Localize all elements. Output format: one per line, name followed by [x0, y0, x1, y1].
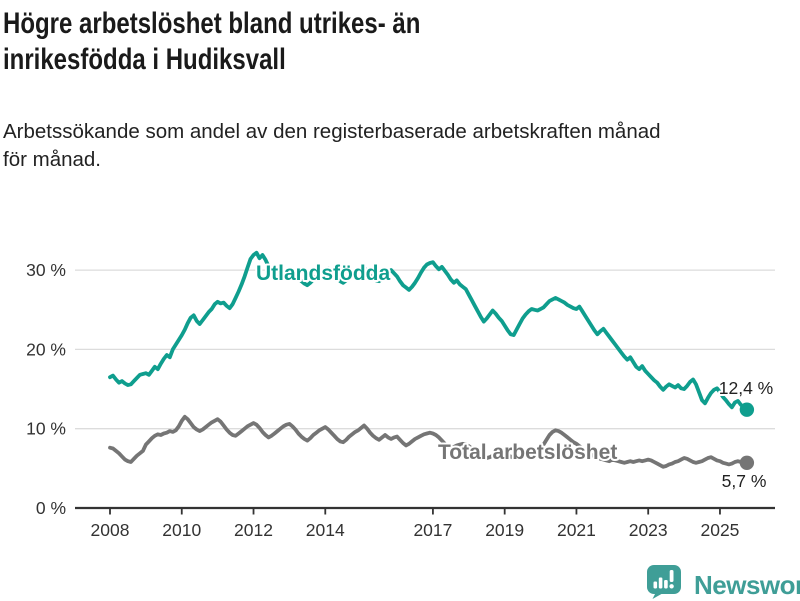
page-subtitle-line-1: Arbetssökande som andel av den registerb…	[3, 120, 661, 143]
x-axis-tick-label: 2017	[413, 520, 452, 540]
series-line-utlandsfodda	[108, 250, 749, 412]
logo-exclamation-dot	[669, 584, 674, 589]
logo-bar-3	[664, 580, 668, 589]
y-axis-tick-label: 10 %	[26, 419, 66, 439]
x-axis-tick-label: 2014	[306, 520, 345, 540]
series-label: Total arbetslöshet	[438, 441, 617, 464]
newsworthy-logo-icon	[647, 565, 681, 599]
page-subtitle: Arbetssökande som andel av den registerb…	[3, 118, 661, 174]
logo-bubble-tail	[652, 592, 665, 599]
series-end-dot	[739, 455, 755, 470]
logo-bar-2	[658, 577, 663, 589]
page-title-line-2: inrikesfödda i Hudiksvall	[3, 43, 286, 76]
logo-bubble	[647, 565, 681, 594]
x-axis-tick-label: 2021	[557, 520, 596, 540]
page-title: Högre arbetslöshet bland utrikes- än inr…	[3, 6, 420, 78]
x-axis-tick-label: 2012	[234, 520, 273, 540]
logo-exclamation-bar	[669, 570, 674, 582]
x-axis-tick-label: 2023	[629, 520, 668, 540]
x-axis-tick-label: 2010	[162, 520, 201, 540]
y-axis-tick-label: 30 %	[26, 260, 66, 280]
x-axis-tick-label: 2008	[91, 520, 130, 540]
logo-bar-1	[653, 581, 658, 589]
series-end-value-label: 5,7 %	[722, 471, 767, 491]
series-label: Utlandsfödda	[256, 262, 390, 285]
page-title-line-1: Högre arbetslöshet bland utrikes- än	[3, 7, 421, 40]
y-axis-tick-label: 0 %	[36, 498, 66, 518]
series-end-dot	[739, 402, 755, 417]
series-end-value-label: 12,4 %	[719, 378, 773, 398]
x-axis-tick-label: 2019	[485, 520, 524, 540]
series-line-total	[108, 414, 749, 469]
y-axis-tick-label: 20 %	[26, 339, 66, 359]
page-subtitle-line-2: för månad.	[3, 148, 101, 171]
x-axis-tick-label: 2025	[700, 520, 739, 540]
brand-name: Newsworthy	[694, 570, 800, 600]
